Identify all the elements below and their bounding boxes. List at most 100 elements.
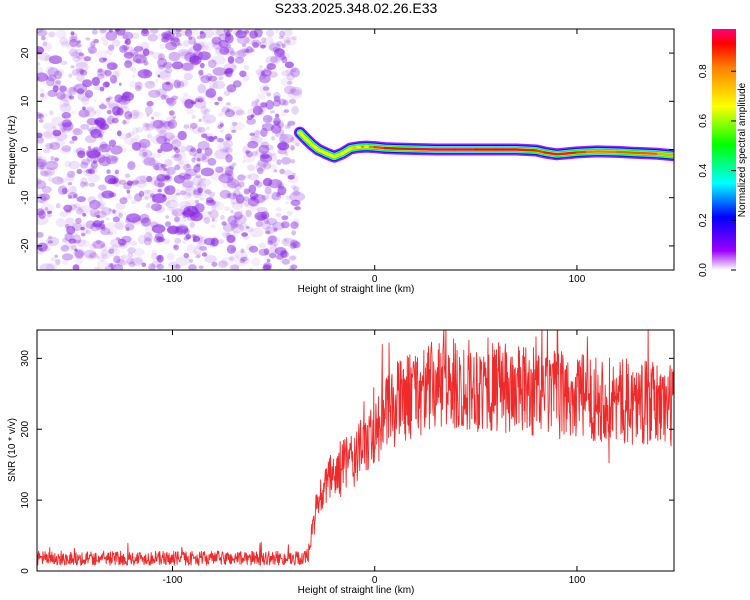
noise-blob: [142, 122, 150, 132]
noise-blob: [37, 62, 41, 67]
noise-blob: [135, 81, 142, 87]
noise-blob: [142, 218, 148, 222]
noise-blob: [149, 193, 156, 198]
noise-blob: [207, 108, 212, 113]
noise-blob: [72, 234, 82, 244]
noise-blob: [89, 252, 98, 259]
noise-blob: [279, 30, 285, 38]
noise-blob: [62, 116, 67, 120]
noise-blob: [156, 135, 168, 145]
noise-blob: [268, 252, 277, 259]
noise-blob: [197, 97, 204, 103]
noise-blob: [157, 184, 163, 190]
noise-blob: [106, 169, 111, 175]
noise-blob: [286, 68, 293, 76]
noise-blob: [178, 79, 189, 87]
noise-blob: [230, 209, 234, 214]
noise-blob: [61, 253, 74, 261]
noise-blob: [204, 255, 217, 264]
noise-blob: [48, 31, 56, 38]
noise-blob: [235, 50, 246, 59]
noise-blob: [87, 46, 97, 54]
noise-blob: [230, 106, 244, 116]
signal-track-segment: [585, 150, 599, 154]
noise-blob: [78, 68, 85, 75]
noise-blob: [175, 217, 186, 225]
noise-blob: [126, 213, 141, 223]
noise-blob: [256, 149, 260, 155]
noise-blob: [161, 81, 174, 92]
noise-blob: [281, 43, 286, 49]
noise-blob: [273, 117, 281, 126]
noise-blob: [94, 98, 97, 102]
noise-blob: [69, 38, 78, 48]
noise-blob: [74, 250, 84, 259]
noise-blob: [224, 170, 234, 177]
noise-blob: [183, 124, 190, 129]
noise-blob: [278, 35, 284, 40]
noise-blob: [271, 136, 275, 141]
noise-blob: [236, 223, 243, 229]
noise-blob: [101, 207, 112, 216]
noise-blob: [143, 157, 156, 166]
noise-blob: [37, 156, 48, 165]
noise-blob: [118, 179, 127, 185]
noise-blob: [130, 199, 137, 205]
noise-blob: [157, 148, 163, 154]
noise-blob: [181, 62, 193, 71]
noise-blob: [200, 75, 211, 84]
noise-blob: [290, 86, 303, 96]
noise-blob: [118, 134, 128, 140]
noise-blob: [108, 263, 117, 269]
noise-blob: [76, 52, 85, 60]
noise-blob: [127, 160, 135, 168]
noise-blob: [104, 69, 112, 77]
noise-blob: [178, 172, 190, 181]
noise-blob: [285, 201, 289, 205]
noise-blob: [184, 99, 194, 109]
noise-blob: [181, 229, 187, 234]
noise-blob: [281, 157, 292, 165]
noise-blob: [244, 48, 250, 53]
noise-blob: [260, 141, 269, 149]
noise-blob: [142, 48, 150, 57]
noise-blob: [89, 128, 97, 134]
noise-blob: [105, 49, 109, 54]
noise-blob: [180, 145, 186, 153]
noise-blob: [58, 123, 67, 132]
noise-blob: [132, 216, 142, 225]
noise-blob: [132, 54, 147, 64]
noise-blob: [144, 225, 155, 235]
noise-blob: [145, 106, 153, 115]
noise-blob: [255, 102, 259, 106]
noise-blob: [197, 253, 201, 258]
noise-blob: [40, 167, 55, 177]
noise-blob: [283, 101, 289, 107]
noise-blob: [37, 231, 44, 238]
x-tick-label: -100: [162, 575, 182, 586]
noise-blob: [74, 248, 78, 252]
noise-blob: [163, 238, 171, 245]
noise-blob: [104, 265, 115, 270]
noise-blob: [237, 29, 242, 33]
noise-blob: [202, 114, 217, 124]
noise-blob: [160, 129, 167, 134]
noise-blob: [37, 193, 47, 204]
noise-blob: [99, 29, 107, 34]
y-tick-label: 0: [20, 568, 31, 574]
noise-blob: [223, 206, 231, 211]
noise-blob: [107, 222, 116, 229]
noise-blob: [44, 170, 53, 176]
noise-blob: [243, 196, 250, 201]
noise-blob: [110, 238, 125, 248]
noise-blob: [142, 151, 148, 157]
noise-blob: [261, 220, 271, 230]
noise-blob: [257, 167, 264, 175]
noise-blob: [76, 40, 81, 44]
noise-blob: [175, 264, 181, 269]
noise-blob: [114, 69, 121, 77]
noise-blob: [260, 44, 266, 49]
noise-blob: [182, 98, 193, 107]
